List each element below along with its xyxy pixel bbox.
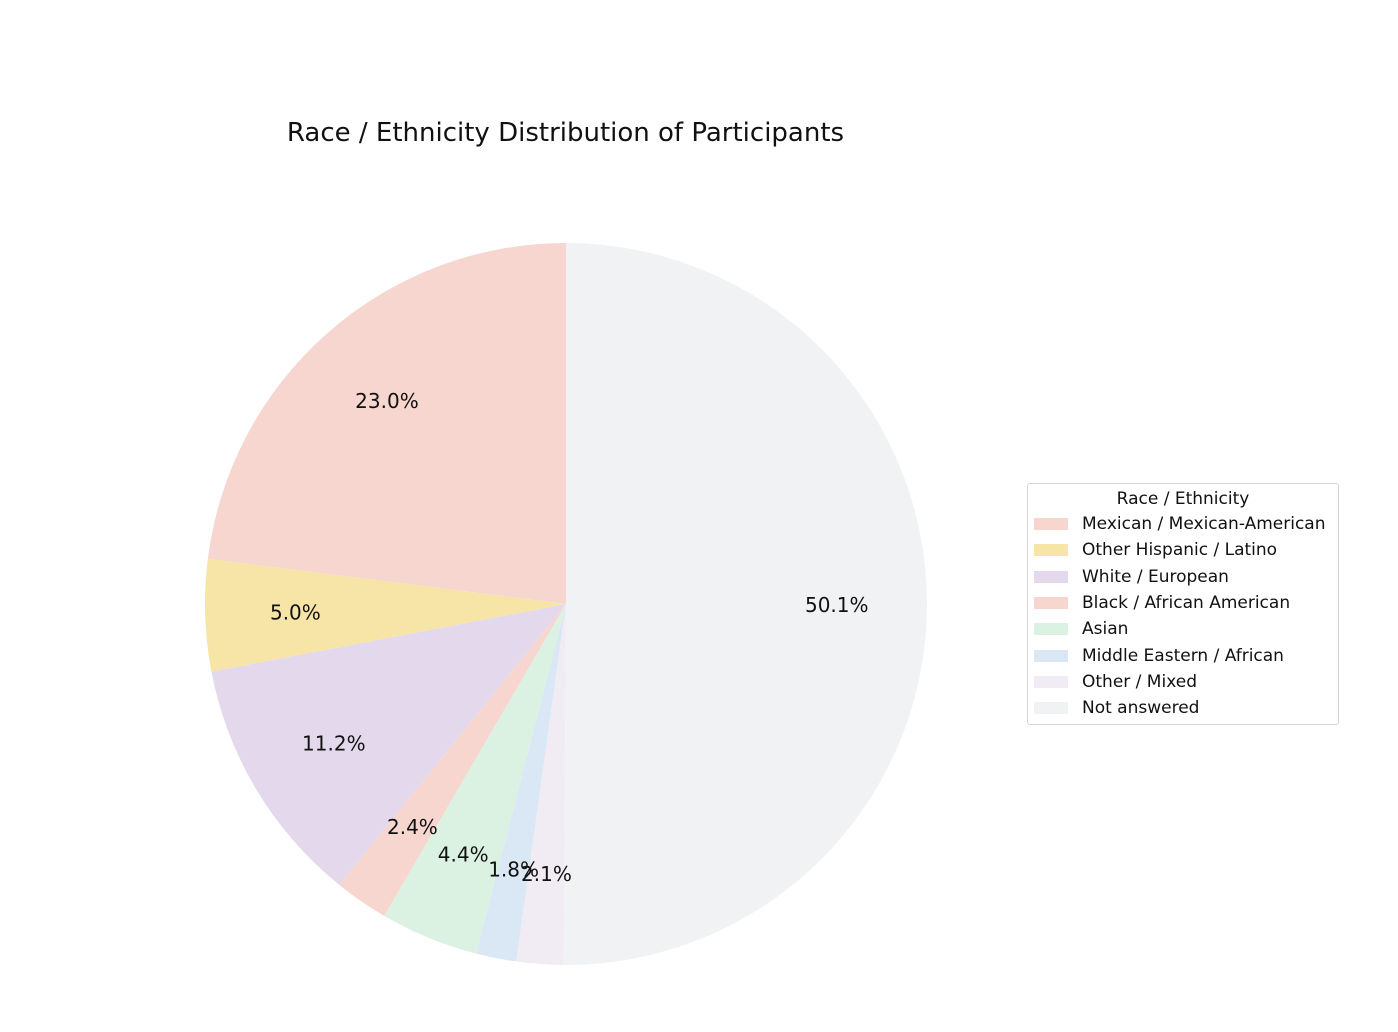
legend-swatch (1034, 544, 1068, 557)
legend-swatch (1034, 649, 1068, 662)
legend-item-black-african-american: Black / African American (1034, 592, 1290, 614)
pie-slice-other-hispanic-latino (205, 558, 567, 672)
legend-label: Mexican / Mexican-American (1082, 514, 1326, 534)
pie-slice-not-answered (563, 243, 928, 966)
pie-slice-other-mixed (516, 604, 566, 965)
legend-swatch (1034, 596, 1068, 609)
pie-label-mexican-mexican-american: 23.0% (355, 389, 419, 413)
legend-item-not-answered: Not answered (1034, 697, 1199, 719)
pie-slices (205, 243, 928, 966)
pie-slice-middle-eastern-african (476, 604, 566, 962)
legend-swatch (1034, 570, 1068, 583)
legend-title: Race / Ethnicity (1116, 489, 1250, 509)
legend-label: Black / African American (1082, 592, 1291, 613)
pie-label-white-european: 11.2% (302, 731, 366, 755)
legend-swatch (1034, 623, 1068, 636)
pie-label-other-mixed: 2.1% (521, 862, 572, 886)
legend-swatch (1034, 702, 1068, 715)
legend-item-middle-eastern-african: Middle Eastern / African (1034, 645, 1284, 667)
pie-label-middle-eastern-african: 1.8% (488, 858, 539, 882)
pie-label-other-hispanic-latino: 5.0% (270, 601, 321, 625)
pie-slice-white-european (211, 604, 567, 886)
legend-label: Not answered (1082, 698, 1200, 719)
pie-label-black-african-american: 2.4% (387, 815, 438, 839)
legend-item-other-hispanic-latino: Other Hispanic / Latino (1034, 539, 1277, 561)
pie-slice-asian (384, 604, 566, 954)
chart-title: Race / Ethnicity Distribution of Partici… (286, 118, 845, 148)
legend-label: White / European (1082, 566, 1229, 587)
legend-item-mexican-mexican-american: Mexican / Mexican-American (1034, 513, 1326, 535)
legend-label: Other / Mixed (1082, 671, 1197, 692)
pie-slice-black-african-american (339, 604, 566, 916)
pie-label-asian: 4.4% (438, 842, 489, 866)
pie-slice-mexican-mexican-american (207, 243, 566, 604)
legend-swatch (1034, 675, 1068, 688)
legend: Race / Ethnicity Mexican / Mexican-Ameri… (1027, 483, 1339, 725)
pie-label-not-answered: 50.1% (805, 593, 869, 617)
legend-item-asian: Asian (1034, 618, 1128, 640)
legend-label: Other Hispanic / Latino (1082, 540, 1278, 561)
legend-item-white-european: White / European (1034, 566, 1229, 588)
legend-swatch (1034, 518, 1068, 530)
pie-labels: 23.0% 5.0% 11.2% 2.4%4.4%1.8%2.1% 50.1% (270, 389, 869, 886)
legend-label: Asian (1082, 619, 1129, 640)
legend-item-other-mixed: Other / Mixed (1034, 671, 1197, 693)
legend-label: Middle Eastern / African (1082, 645, 1284, 666)
